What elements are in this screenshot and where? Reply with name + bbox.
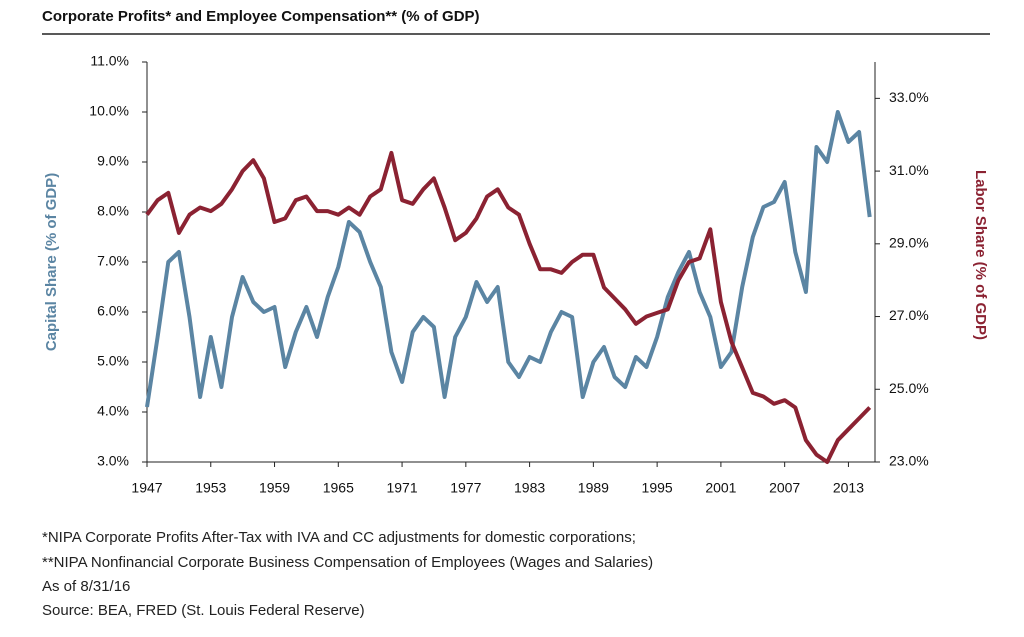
- footnote: *NIPA Corporate Profits After-Tax with I…: [42, 529, 636, 546]
- x-tick-label: 1977: [450, 480, 481, 496]
- y-tick-label: 9.0%: [97, 153, 129, 169]
- x-tick-label: 1965: [323, 480, 354, 496]
- x-tick-label: 1947: [131, 480, 162, 496]
- y2-tick-label: 23.0%: [889, 453, 929, 469]
- y2-tick-label: 25.0%: [889, 380, 929, 396]
- footnote: **NIPA Nonfinancial Corporate Business C…: [42, 554, 653, 571]
- y-tick-label: 8.0%: [97, 203, 129, 219]
- footnote: As of 8/31/16: [42, 578, 130, 595]
- y2-tick-label: 29.0%: [889, 235, 929, 251]
- y-tick-label: 5.0%: [97, 353, 129, 369]
- chart-title: Corporate Profits* and Employee Compensa…: [42, 8, 480, 25]
- y2-tick-label: 27.0%: [889, 307, 929, 323]
- y-tick-label: 10.0%: [89, 103, 129, 119]
- y2-axis-label: Labor Share (% of GDP): [972, 170, 989, 340]
- x-tick-label: 1983: [514, 480, 545, 496]
- y-axis-label: Capital Share (% of GDP): [43, 173, 60, 351]
- x-tick-label: 2001: [705, 480, 736, 496]
- x-tick-label: 1995: [642, 480, 673, 496]
- y-tick-label: 3.0%: [97, 453, 129, 469]
- y2-tick-label: 33.0%: [889, 89, 929, 105]
- x-tick-label: 1953: [195, 480, 226, 496]
- y-tick-label: 7.0%: [97, 253, 129, 269]
- y-tick-label: 11.0%: [90, 53, 129, 69]
- x-tick-label: 2007: [769, 480, 800, 496]
- series-line: [145, 150, 872, 464]
- x-tick-label: 1971: [386, 480, 417, 496]
- y-tick-label: 6.0%: [97, 303, 129, 319]
- series-line: [145, 110, 872, 408]
- footnote: Source: BEA, FRED (St. Louis Federal Res…: [42, 602, 365, 619]
- x-tick-label: 1959: [259, 480, 290, 496]
- x-tick-label: 2013: [833, 480, 864, 496]
- y2-tick-label: 31.0%: [889, 162, 929, 178]
- y-tick-label: 4.0%: [97, 403, 129, 419]
- x-tick-label: 1989: [578, 480, 609, 496]
